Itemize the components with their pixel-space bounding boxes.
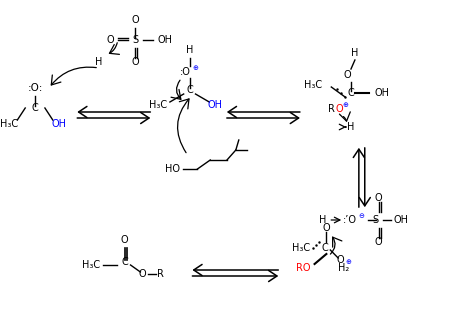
Text: HO: HO xyxy=(165,164,180,174)
Text: OH: OH xyxy=(157,35,172,45)
Text: :O:: :O: xyxy=(27,83,43,93)
Text: H₃C: H₃C xyxy=(82,260,100,270)
Text: O: O xyxy=(121,235,128,245)
Text: O: O xyxy=(375,237,383,247)
Text: H: H xyxy=(351,48,359,58)
Text: RO: RO xyxy=(295,263,310,273)
Text: OH: OH xyxy=(374,88,390,98)
Text: H: H xyxy=(186,45,193,55)
Text: S: S xyxy=(373,215,379,225)
Text: C: C xyxy=(32,103,38,113)
Text: H₂: H₂ xyxy=(338,263,350,273)
Text: S: S xyxy=(132,35,138,45)
Text: H: H xyxy=(347,122,355,132)
Text: H₃C: H₃C xyxy=(0,119,18,129)
Text: C: C xyxy=(347,88,355,98)
Text: O: O xyxy=(323,223,330,233)
Text: ⊖: ⊖ xyxy=(359,213,365,219)
Text: C: C xyxy=(321,243,328,253)
Text: H: H xyxy=(319,215,326,225)
Text: :’O: :’O xyxy=(343,215,357,225)
Text: O: O xyxy=(132,57,139,67)
Text: ⊕: ⊕ xyxy=(345,259,351,265)
Text: H₃C: H₃C xyxy=(292,243,310,253)
Text: H₃C: H₃C xyxy=(303,80,322,90)
Text: H: H xyxy=(95,57,103,67)
Text: O: O xyxy=(106,35,114,45)
Text: R: R xyxy=(328,104,335,114)
Text: C: C xyxy=(121,257,128,267)
Text: OH: OH xyxy=(208,100,223,110)
Text: H₃C: H₃C xyxy=(149,100,167,110)
Text: O: O xyxy=(336,104,343,114)
Text: OH: OH xyxy=(51,119,66,129)
Text: O: O xyxy=(375,193,383,203)
Text: OH: OH xyxy=(393,215,408,225)
Text: O: O xyxy=(343,70,351,80)
Text: ⊕: ⊕ xyxy=(192,65,199,71)
Text: R: R xyxy=(156,269,164,279)
Text: :O: :O xyxy=(180,67,191,77)
Text: C: C xyxy=(186,85,193,95)
Text: O: O xyxy=(337,255,344,265)
Text: ⊕: ⊕ xyxy=(342,102,348,108)
Text: O: O xyxy=(138,269,146,279)
Text: O: O xyxy=(132,15,139,25)
